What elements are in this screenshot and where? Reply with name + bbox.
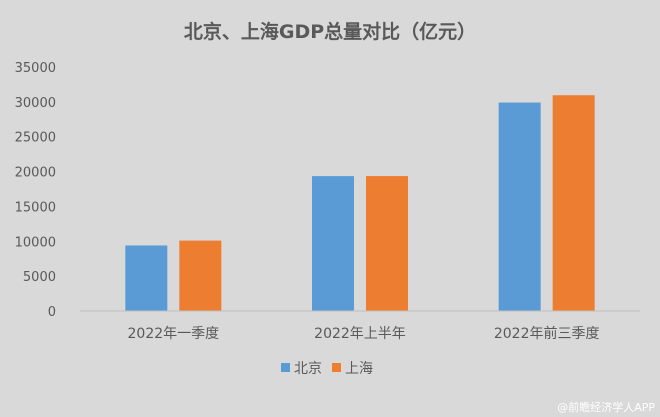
legend-label: 北京: [294, 361, 322, 377]
y-tick-label: 10000: [15, 235, 56, 250]
bar-shanghai: [179, 240, 222, 311]
x-category-label: 2022年前三季度: [494, 325, 600, 342]
watermark-text: @前瞻经济学人APP: [557, 400, 655, 414]
bar-beijing: [312, 176, 354, 311]
bar-shanghai: [366, 176, 408, 311]
legend: 北京 上海: [281, 361, 373, 377]
legend-swatch: [281, 363, 290, 372]
bar-beijing: [125, 245, 168, 311]
y-tick-label: 5000: [23, 270, 56, 285]
legend-label: 上海: [345, 361, 373, 377]
x-category-label: 2022年一季度: [128, 326, 220, 342]
bar-beijing: [498, 102, 541, 311]
y-tick-label: 20000: [15, 166, 56, 181]
y-tick-label: 35000: [15, 61, 56, 76]
y-tick-label: 0: [48, 305, 56, 320]
y-tick-label: 30000: [15, 96, 56, 111]
legend-swatch: [332, 363, 341, 372]
x-axis: 2022年一季度 2022年上半年 2022年前三季度: [80, 310, 640, 342]
bar-shanghai: [552, 95, 595, 311]
y-tick-label: 15000: [15, 200, 56, 215]
bars: [125, 95, 595, 311]
y-tick-label: 25000: [15, 131, 56, 146]
x-category-label: 2022年上半年: [314, 326, 406, 342]
chart-title: 北京、上海GDP总量对比（亿元）: [184, 20, 476, 43]
watermark: @前瞻经济学人APP: [557, 400, 655, 414]
y-axis: 0 5000 10000 15000 20000 25000 30000 35000: [15, 61, 56, 320]
